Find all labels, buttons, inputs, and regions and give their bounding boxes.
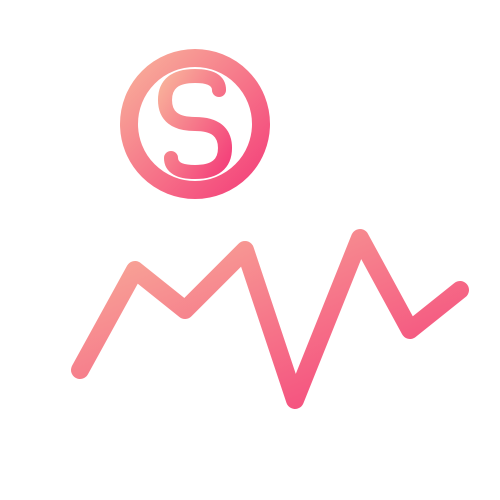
chart-line [80, 238, 460, 400]
legend-lines [318, 72, 460, 186]
financial-chart-svg [0, 0, 500, 500]
financial-chart-icon [0, 0, 500, 500]
dollar-icon [165, 64, 225, 184]
